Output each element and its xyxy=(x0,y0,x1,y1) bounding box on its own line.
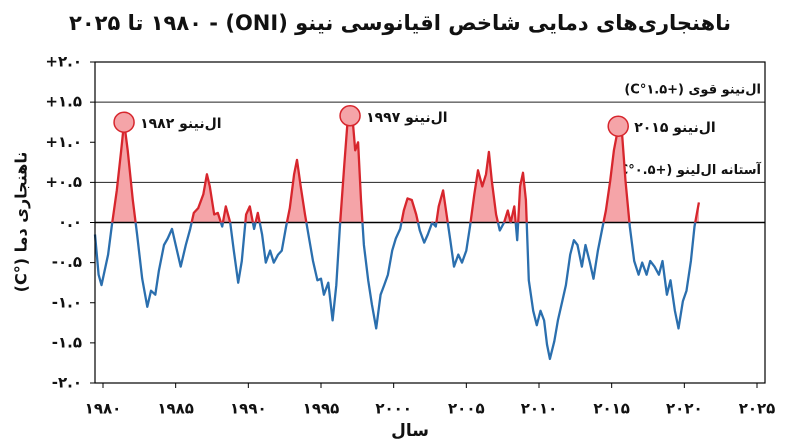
chart-title: ناهنجاری‌های دمایی شاخص اقیانوسی نینو (O… xyxy=(69,11,731,35)
y-tick-label: -۲.۰ xyxy=(52,374,82,392)
y-tick-label: -۱.۵ xyxy=(52,333,82,351)
x-axis-label: سال xyxy=(391,421,429,441)
x-tick-label: ۲۰۰۰ xyxy=(375,400,412,418)
y-tick-label: +۲.۰ xyxy=(45,53,82,71)
x-tick-label: ۲۰۱۵ xyxy=(593,400,630,418)
x-tick-label: ۲۰۰۵ xyxy=(448,400,485,418)
x-tick-label: ۲۰۱۰ xyxy=(521,400,558,418)
oni-line xyxy=(93,109,701,361)
y-tick-label: -۱.۰ xyxy=(52,293,82,311)
y-tick-label: ۰.۰ xyxy=(58,213,82,231)
x-tick-label: ۱۹۸۰ xyxy=(85,400,122,418)
y-tick-label: +۱.۰ xyxy=(45,133,82,151)
event-label: ال‌نینو ۱۹۸۲ xyxy=(140,116,221,132)
x-tick-label: ۱۹۹۰ xyxy=(230,400,267,418)
y-tick-label: -۰.۵ xyxy=(52,253,82,271)
reference-label: آستانه ال‌لینو (+۰.۵°C) xyxy=(613,161,762,178)
y-axis-label: ناهنجاری دما (°C) xyxy=(12,152,31,293)
plot-frame xyxy=(94,61,766,384)
reference-label: ال‌نینو قوی (+۱.۵°C) xyxy=(624,83,761,98)
x-tick-label: ۱۹۹۵ xyxy=(303,400,340,418)
x-tick-label: ۲۰۲۵ xyxy=(739,400,776,418)
y-tick-label: +۱.۵ xyxy=(45,93,82,111)
event-marker xyxy=(607,115,629,137)
event-marker xyxy=(339,105,361,127)
x-tick-label: ۲۰۲۰ xyxy=(666,400,703,418)
event-marker xyxy=(113,111,135,133)
x-tick-label: ۱۹۸۵ xyxy=(157,400,194,418)
y-tick-label: +۰.۵ xyxy=(45,173,82,191)
event-label: ال‌نینو ۲۰۱۵ xyxy=(634,120,715,136)
event-label: ال‌نینو ۱۹۹۷ xyxy=(366,110,447,126)
